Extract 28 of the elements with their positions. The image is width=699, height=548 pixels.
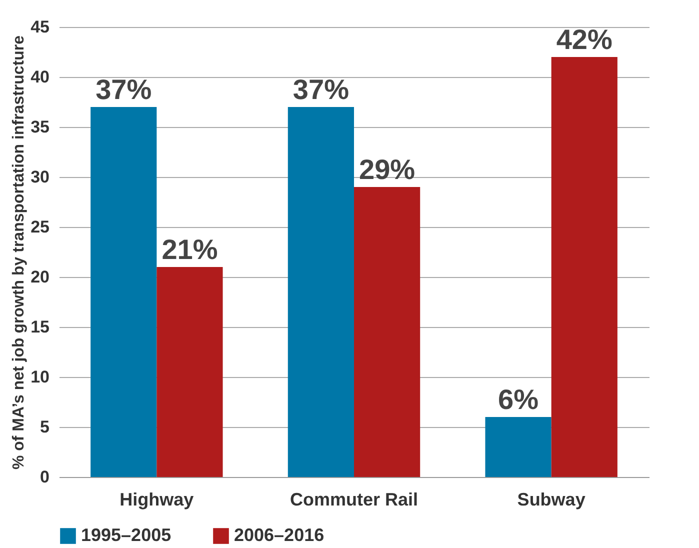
data-label: 37% <box>96 74 152 105</box>
legend-label: 2006–2016 <box>234 525 324 545</box>
data-label: 42% <box>556 24 612 55</box>
bar <box>156 267 223 477</box>
y-tick-label: 20 <box>30 268 50 286</box>
y-axis-title: % of MA’s net job growth by transportation infrastructure <box>10 35 28 470</box>
y-tick-label: 40 <box>30 68 50 86</box>
legend-label: 1995–2005 <box>81 525 172 545</box>
y-tick-label: 35 <box>30 118 50 136</box>
x-tick-label: Commuter Rail <box>290 490 418 510</box>
y-tick-label: 30 <box>30 168 50 186</box>
y-tick-label: 5 <box>40 418 50 436</box>
y-tick-label: 15 <box>30 318 50 336</box>
y-tick-label: 10 <box>30 368 50 386</box>
y-tick-label: 25 <box>30 218 50 236</box>
bar <box>354 187 420 477</box>
bar <box>551 57 618 477</box>
x-tick-label: Subway <box>517 490 586 510</box>
y-tick-label: 0 <box>40 468 50 486</box>
data-label: 29% <box>359 154 416 185</box>
data-label: 21% <box>162 234 218 265</box>
bar <box>288 107 354 477</box>
data-label: 6% <box>498 384 539 415</box>
data-label: 37% <box>292 74 350 105</box>
bar <box>90 107 157 477</box>
x-tick-label: Highway <box>120 490 194 510</box>
y-tick-label: 45 <box>30 18 50 36</box>
bar <box>485 417 552 477</box>
